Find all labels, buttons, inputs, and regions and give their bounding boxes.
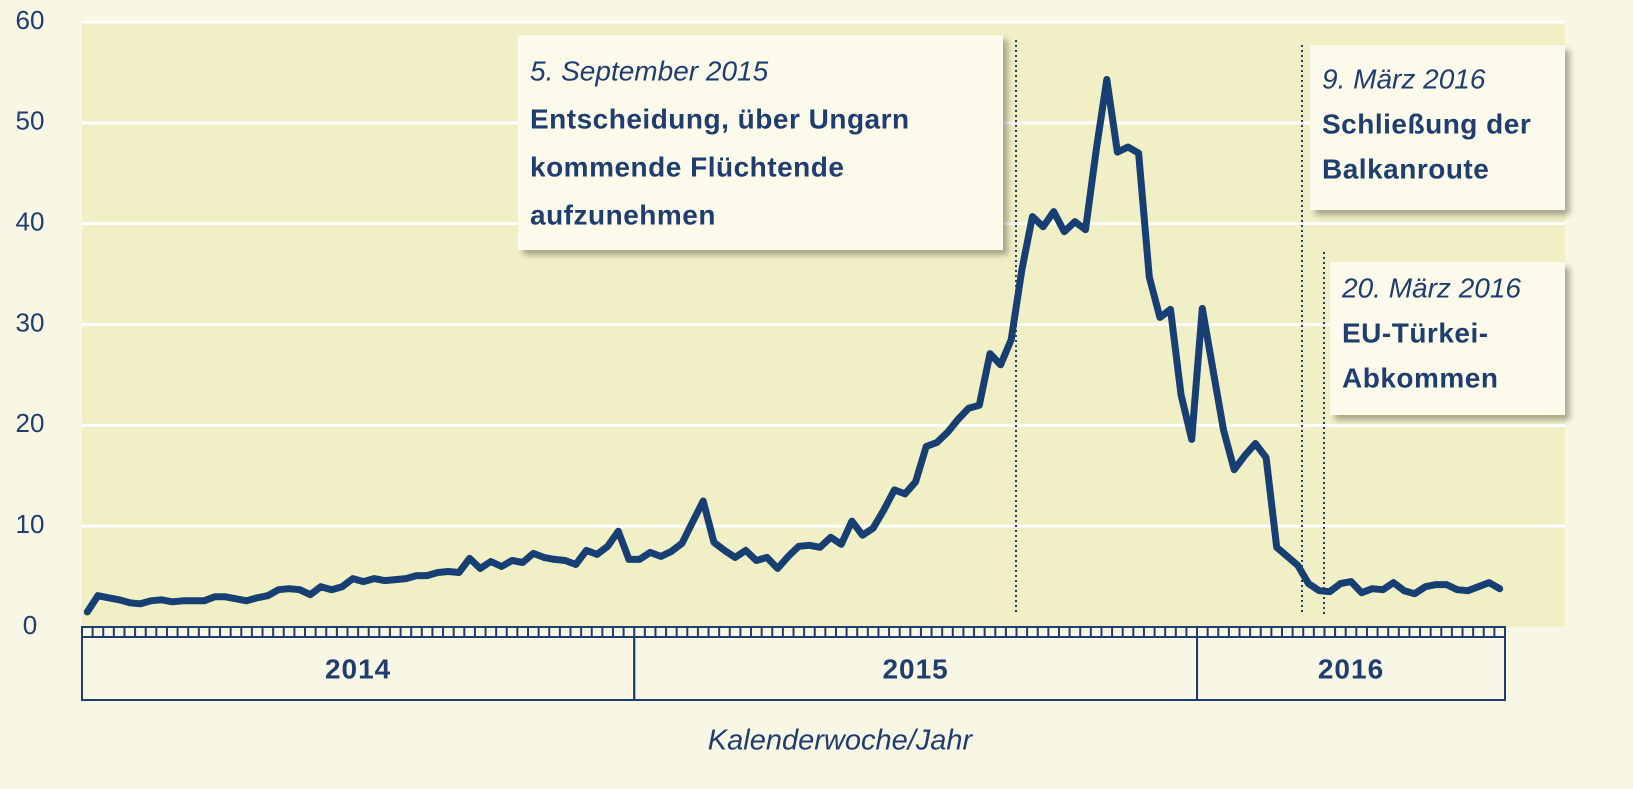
year-label: 2014 <box>325 653 391 684</box>
data-line <box>83 76 1504 616</box>
annotation-text: Abkommen <box>1342 362 1498 393</box>
annotation-text: EU-Türkei- <box>1342 317 1489 348</box>
y-tick-label: 20 <box>16 408 45 438</box>
annotation-date: 20. März 2016 <box>1341 272 1521 303</box>
annotation-text: Balkanroute <box>1322 153 1489 184</box>
y-tick-label: 30 <box>16 307 45 337</box>
annotation-date: 5. September 2015 <box>530 55 769 86</box>
annotation-date: 9. März 2016 <box>1322 63 1486 94</box>
annotation-text: kommende Flüchtende <box>530 151 844 182</box>
annotation-text: Schließung der <box>1322 108 1531 139</box>
year-label: 2015 <box>882 653 948 684</box>
y-tick-label: 0 <box>23 610 37 640</box>
y-tick-label: 50 <box>16 106 45 136</box>
annotation-box <box>518 35 1003 250</box>
x-axis-label: Kalenderwoche/Jahr <box>708 725 974 757</box>
year-label: 2016 <box>1318 653 1384 684</box>
annotation-text: Entscheidung, über Ungarn <box>530 103 910 134</box>
y-tick-label: 40 <box>16 207 45 237</box>
annotation-box <box>1310 45 1565 210</box>
annotation-text: aufzunehmen <box>530 199 716 230</box>
y-tick-label: 10 <box>16 509 45 539</box>
y-tick-label: 60 <box>16 5 45 35</box>
annotation-box <box>1330 262 1565 415</box>
year-box <box>1196 636 1507 701</box>
